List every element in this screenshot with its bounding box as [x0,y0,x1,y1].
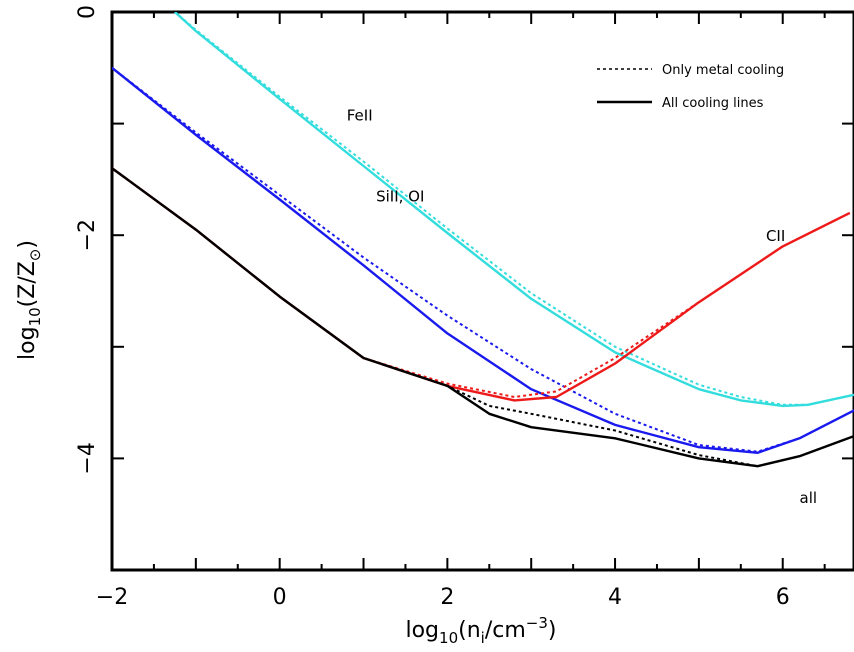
legend-label-all: All cooling lines [662,96,764,111]
x-axis-title: log10(ni/cm−3) [405,614,556,647]
series-feii-metal-line [174,12,854,406]
series-cii-all-line [112,167,851,402]
plot-frame [110,10,854,572]
x-tick-label: 0 [273,585,287,610]
y-axis-title: log10(Z/Z⊙) [15,240,44,360]
series-annotation: CII [766,227,785,245]
x-tick-label: 2 [440,585,454,610]
plot-area [110,10,854,572]
series-layer [112,12,854,468]
axes-layer: −2 0 2 4 6 0 −2 −4 [75,5,854,610]
x-tick-label: 6 [776,585,790,610]
series-annotation: FeII [347,106,373,124]
series-all-all-line [112,167,854,468]
series-siii-oi-all-line [112,66,854,454]
y-tick-label: 0 [75,5,100,19]
series-cii-metal-line [112,167,851,399]
y-tick-label: −2 [75,219,100,251]
legend-label-metal: Only metal cooling [662,63,784,78]
y-tick-label: −4 [75,442,100,474]
series-annotation: SiII, OI [376,188,424,206]
series-annotation: all [800,489,818,507]
annotation-layer: FeII SiII, OI CII all [347,106,817,507]
legend: Only metal cooling All cooling lines [597,63,784,111]
x-tick-label: −2 [96,585,128,610]
series-feii-all-line [174,12,854,408]
series-all-metal-line [112,167,854,468]
x-tick-label: 4 [608,585,622,610]
